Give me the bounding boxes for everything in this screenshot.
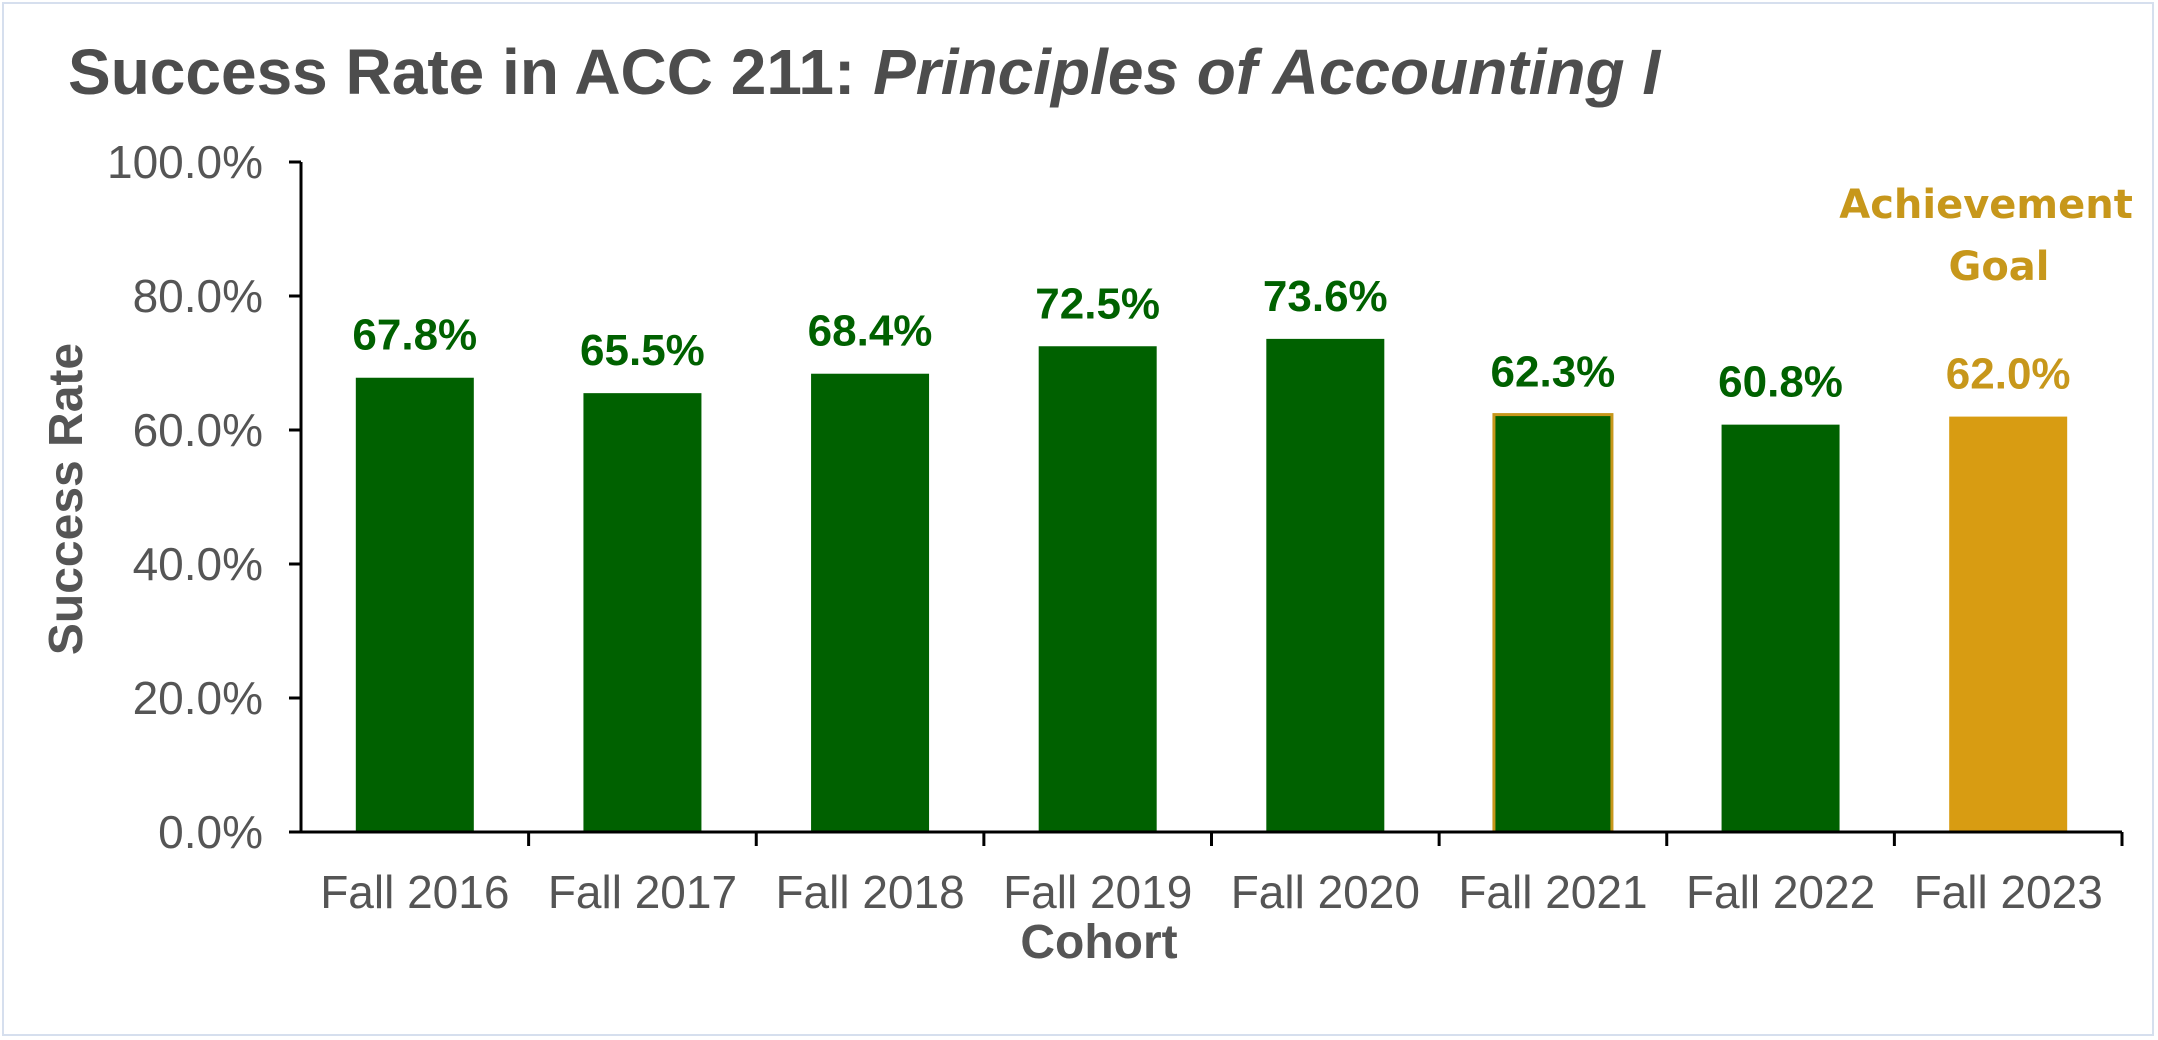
- achievement-goal-annotation: Achievement Goal: [1839, 182, 2147, 290]
- bar-fall-2017: [583, 393, 702, 832]
- x-tick-label: Fall 2019: [1003, 866, 1192, 918]
- y-tick-label: 100.0%: [107, 136, 263, 188]
- data-label: 62.3%: [1491, 348, 1616, 397]
- x-tick-label: Fall 2016: [320, 866, 509, 918]
- y-tick-label: 20.0%: [133, 672, 263, 724]
- annotation-line-1: Achievement: [1839, 182, 2133, 228]
- y-tick-label: 40.0%: [133, 538, 263, 590]
- x-tick-label: Fall 2023: [1914, 866, 2103, 918]
- y-tick-label: 80.0%: [133, 270, 263, 322]
- data-label: 60.8%: [1718, 358, 1843, 407]
- chart-title-main: Success Rate in ACC 211:: [68, 36, 873, 108]
- x-tick-label: Fall 2022: [1686, 866, 1875, 918]
- bar-fall-2023: [1949, 416, 2068, 832]
- chart-canvas: Success Rate in ACC 211: Principles of A…: [40, 36, 2147, 969]
- data-label: 62.0%: [1946, 350, 2071, 399]
- y-tick-label: 60.0%: [133, 404, 263, 456]
- x-axis-title: Cohort: [1020, 916, 1177, 969]
- data-label: 73.6%: [1263, 272, 1388, 321]
- bar-fall-2018: [811, 373, 930, 832]
- x-tick-label: Fall 2017: [548, 866, 737, 918]
- data-label: 68.4%: [808, 307, 933, 356]
- data-label: 72.5%: [1035, 279, 1160, 328]
- x-tick-label: Fall 2021: [1458, 866, 1647, 918]
- y-tick-label: 0.0%: [158, 806, 263, 858]
- annotation-line-2: Goal: [1948, 244, 2049, 290]
- plot-area: 0.0% 20.0% 40.0% 60.0% 80.0% 100.0% 67.8% 65.5%…: [107, 136, 2124, 918]
- x-tick-label: Fall 2020: [1231, 866, 1420, 918]
- chart-title: Success Rate in ACC 211: Principles of A…: [68, 36, 1661, 108]
- data-label: 65.5%: [580, 326, 705, 375]
- bar-fall-2016: [355, 377, 474, 832]
- chart-title-course: Principles of Accounting I: [873, 36, 1661, 108]
- bar-fall-2022: [1721, 424, 1840, 832]
- y-axis-title: Success Rate: [40, 343, 93, 655]
- data-label: 67.8%: [352, 311, 477, 360]
- bar-fall-2021: [1492, 413, 1614, 834]
- bar-fall-2019: [1038, 346, 1157, 832]
- bar-fall-2020: [1266, 338, 1385, 832]
- x-tick-label: Fall 2018: [775, 866, 964, 918]
